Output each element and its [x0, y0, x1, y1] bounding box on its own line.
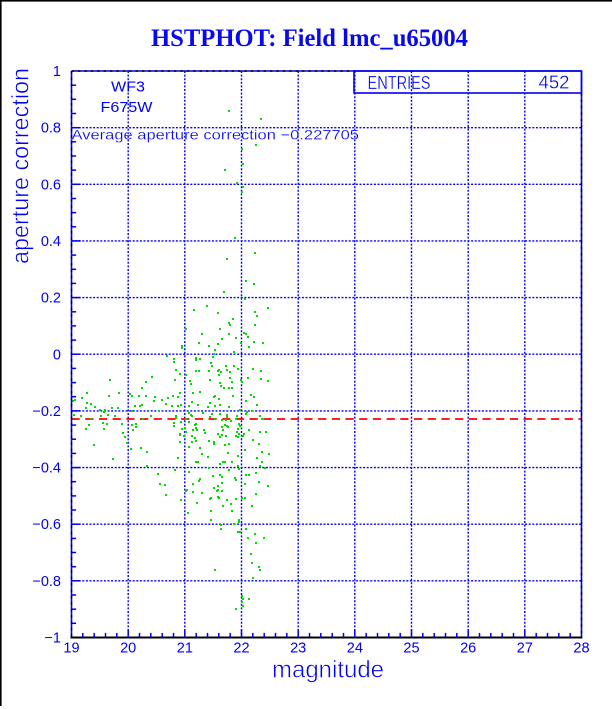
svg-text:aperture correction: aperture correction: [8, 68, 35, 264]
svg-text:−0.4: −0.4: [32, 461, 61, 477]
svg-text:−1: −1: [44, 631, 61, 647]
svg-text:23: 23: [290, 641, 306, 657]
svg-text:WF3: WF3: [111, 80, 145, 96]
svg-text:−0.6: −0.6: [32, 517, 61, 533]
svg-text:1: 1: [53, 64, 61, 80]
svg-text:27: 27: [517, 641, 533, 657]
svg-text:25: 25: [403, 641, 419, 657]
svg-text:F675W: F675W: [101, 100, 153, 116]
svg-text:0.8: 0.8: [41, 121, 61, 137]
svg-text:0.6: 0.6: [41, 177, 61, 193]
svg-text:20: 20: [120, 641, 136, 657]
svg-text:0: 0: [53, 347, 61, 363]
svg-text:21: 21: [177, 641, 193, 657]
svg-text:0.4: 0.4: [41, 234, 61, 250]
svg-text:magnitude: magnitude: [272, 657, 384, 684]
svg-text:−0.2: −0.2: [32, 404, 61, 420]
svg-text:ENTRIES: ENTRIES: [368, 73, 431, 93]
svg-text:19: 19: [63, 641, 79, 657]
svg-text:28: 28: [573, 641, 589, 657]
svg-text:HSTPHOT: Field lmc_u65004: HSTPHOT: Field lmc_u65004: [151, 23, 468, 52]
svg-text:−0.8: −0.8: [32, 574, 61, 590]
svg-text:0.2: 0.2: [41, 291, 61, 307]
svg-text:22: 22: [233, 641, 249, 657]
svg-text:452: 452: [539, 73, 570, 93]
svg-text:Average aperture correction −0: Average aperture correction −0.227705: [72, 127, 360, 143]
svg-text:24: 24: [347, 641, 363, 657]
svg-text:26: 26: [460, 641, 476, 657]
